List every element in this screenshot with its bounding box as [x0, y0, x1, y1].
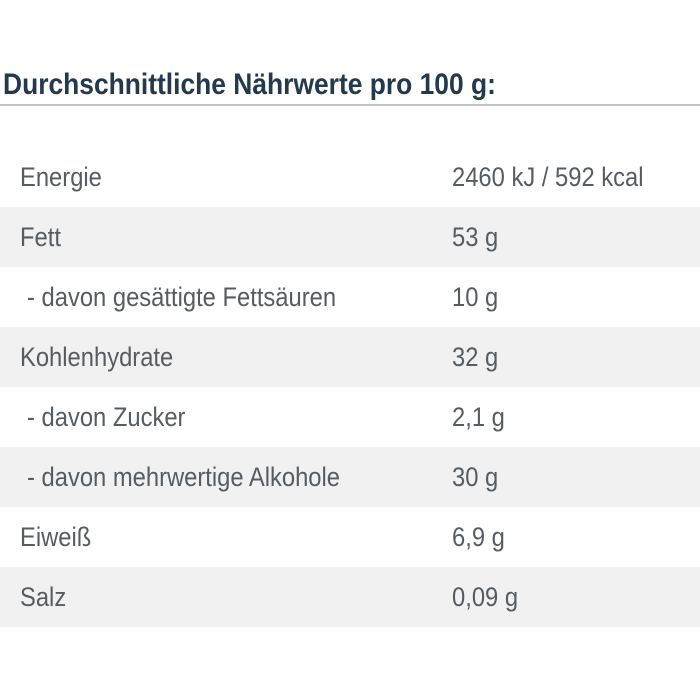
nutrition-row: - davon gesättigte Fettsäuren 10 g: [0, 267, 700, 327]
nutrient-value: 32 g: [452, 341, 499, 372]
nutrient-label: Eiweiß: [20, 521, 92, 552]
nutrient-label-cell: - davon gesättigte Fettsäuren: [20, 282, 452, 313]
nutrient-value: 0,09 g: [452, 581, 519, 612]
nutrient-value: 2460 kJ / 592 kcal: [452, 161, 644, 192]
nutrient-value: 10 g: [452, 281, 499, 312]
nutrient-value-cell: 2,1 g: [452, 402, 700, 433]
nutrient-label-cell: - davon mehrwertige Alkohole: [20, 462, 452, 493]
title-underline: Durchschnittliche Nährwerte pro 100 g:: [0, 68, 700, 106]
nutrient-label-cell: Eiweiß: [20, 522, 452, 553]
nutrient-label-cell: Kohlenhydrate: [20, 342, 452, 373]
nutrition-row: Eiweiß 6,9 g: [0, 507, 700, 567]
nutrient-label-cell: - davon Zucker: [20, 402, 452, 433]
nutrient-label: - davon gesättigte Fettsäuren: [27, 281, 337, 312]
nutrient-value-cell: 32 g: [452, 342, 700, 373]
nutrition-row: - davon mehrwertige Alkohole 30 g: [0, 447, 700, 507]
nutrient-label-cell: Fett: [20, 222, 452, 253]
nutrient-value-cell: 6,9 g: [452, 522, 700, 553]
nutrient-label-cell: Energie: [20, 162, 452, 193]
nutrition-row: - davon Zucker 2,1 g: [0, 387, 700, 447]
nutrient-value: 2,1 g: [452, 401, 505, 432]
nutrient-value-cell: 2460 kJ / 592 kcal: [452, 162, 700, 193]
page-title: Durchschnittliche Nährwerte pro 100 g:: [3, 68, 700, 101]
page-title-text: Durchschnittliche Nährwerte pro 100 g:: [3, 68, 496, 101]
nutrition-row: Fett 53 g: [0, 207, 700, 267]
nutrient-value-cell: 30 g: [452, 462, 700, 493]
nutrition-row: Energie 2460 kJ / 592 kcal: [0, 147, 700, 207]
nutrient-label: - davon mehrwertige Alkohole: [27, 461, 341, 492]
nutrient-value-cell: 10 g: [452, 282, 700, 313]
nutrient-label: Salz: [20, 581, 67, 612]
nutrient-value: 53 g: [452, 221, 499, 252]
nutrition-facts-panel: Durchschnittliche Nährwerte pro 100 g: E…: [0, 68, 700, 700]
nutrient-label: - davon Zucker: [27, 401, 186, 432]
nutrition-row: Kohlenhydrate 32 g: [0, 327, 700, 387]
nutrient-label-cell: Salz: [20, 582, 452, 613]
nutrient-value: 6,9 g: [452, 521, 505, 552]
nutrient-value: 30 g: [452, 461, 499, 492]
nutrient-value-cell: 53 g: [452, 222, 700, 253]
nutrient-label: Fett: [20, 221, 61, 252]
nutrient-label: Energie: [20, 161, 102, 192]
nutrient-label: Kohlenhydrate: [20, 341, 174, 372]
nutrition-table: Energie 2460 kJ / 592 kcal Fett 53 g - d…: [0, 147, 700, 627]
nutrition-row: Salz 0,09 g: [0, 567, 700, 627]
nutrient-value-cell: 0,09 g: [452, 582, 700, 613]
